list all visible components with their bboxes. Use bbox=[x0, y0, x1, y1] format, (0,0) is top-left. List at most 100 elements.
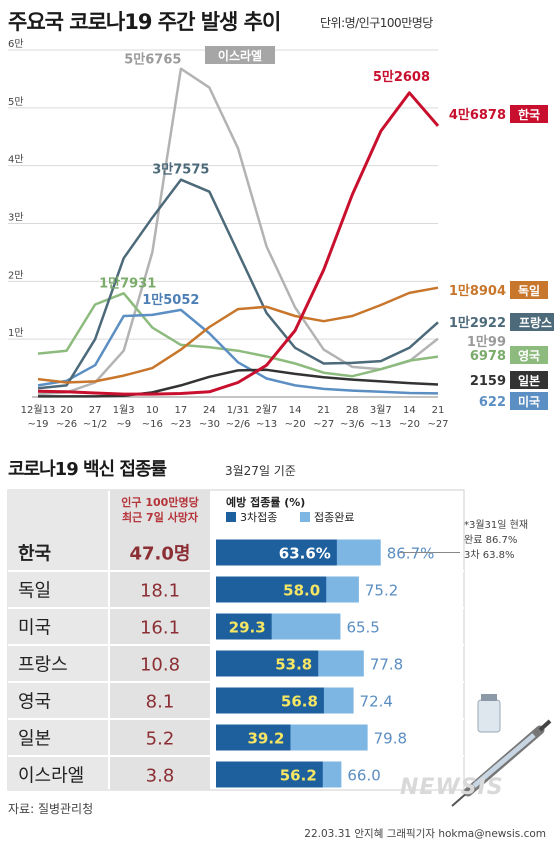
x-tick-label: 1/31 bbox=[227, 405, 249, 416]
needle-icon bbox=[451, 791, 469, 807]
peak-label: 5만2608 bbox=[373, 69, 430, 85]
booster-bar bbox=[216, 650, 319, 677]
country-label: 한국 bbox=[18, 544, 51, 565]
country-label: 프랑스 bbox=[18, 655, 68, 676]
country-label: 독일 bbox=[18, 581, 51, 602]
x-tick-label: 24 bbox=[203, 405, 216, 416]
x-tick-label: ~13 bbox=[256, 419, 277, 430]
complete-label: 77.8 bbox=[370, 656, 403, 674]
country-label: 영국 bbox=[18, 692, 51, 713]
legend-swatch bbox=[300, 512, 310, 522]
booster-label: 53.8 bbox=[275, 656, 312, 674]
booster-label: 29.3 bbox=[229, 619, 266, 637]
x-tick-label: 27 bbox=[89, 405, 102, 416]
series-tag-label: 영국 bbox=[518, 348, 540, 363]
country-label: 이스라엘 bbox=[18, 766, 84, 787]
death-value: 47.0명 bbox=[130, 544, 191, 565]
series-tag-label: 일본 bbox=[518, 374, 540, 388]
x-tick-label: 12월13 bbox=[21, 404, 56, 416]
peak-label: 5만6765 bbox=[124, 52, 181, 68]
x-tick-label: ~13 bbox=[370, 419, 391, 430]
end-value-label: 622 bbox=[479, 395, 506, 410]
x-tick-label: ~16 bbox=[142, 419, 163, 430]
series-tag-한국 bbox=[510, 105, 548, 123]
series-tag-label: 독일 bbox=[518, 284, 540, 298]
y-tick-label: 3만 bbox=[8, 212, 24, 224]
x-tick-label: 14 bbox=[289, 405, 302, 416]
series-tag-미국 bbox=[510, 392, 548, 410]
footnote: *3월31일 현재 완료 86.7% 3차 63.8% bbox=[464, 518, 528, 563]
legend-label: 접종완료 bbox=[314, 511, 354, 524]
death-header: 최근 7일 사망자 bbox=[122, 510, 199, 524]
chart-title: 주요국 코로나19 주간 발생 추이 bbox=[8, 10, 281, 34]
x-tick-label: ~3/6 bbox=[340, 419, 364, 430]
series-tag-영국 bbox=[510, 346, 548, 364]
source-text: 자료: 질병관리청 bbox=[8, 802, 94, 816]
x-tick-label: 1월3 bbox=[113, 404, 135, 416]
x-tick-label: 21 bbox=[317, 405, 330, 416]
death-value: 3.8 bbox=[146, 766, 175, 787]
unit-label: 단위:명/인구100만명당 bbox=[320, 16, 433, 30]
footnote-line: 3차 63.8% bbox=[464, 550, 515, 561]
y-tick-label: 6만 bbox=[8, 38, 24, 50]
end-value-label: 2159 bbox=[470, 374, 506, 389]
x-tick-label: 3월7 bbox=[370, 404, 392, 416]
death-header: 인구 100만명당 bbox=[121, 495, 198, 509]
x-tick-label: ~9 bbox=[116, 419, 131, 430]
x-tick-label: 10 bbox=[146, 405, 159, 416]
x-tick-label: ~19 bbox=[27, 419, 48, 430]
complete-label: 86.7% bbox=[387, 545, 435, 563]
series-tag-label: 프랑스 bbox=[519, 316, 552, 330]
footnote-line: 완료 86.7% bbox=[464, 535, 518, 546]
series-line-이스라엘 bbox=[37, 67, 439, 396]
x-tick-label: ~2/6 bbox=[226, 419, 250, 430]
complete-label: 72.4 bbox=[360, 693, 393, 711]
end-value-label: 6978 bbox=[470, 349, 506, 364]
series-tag-일본 bbox=[510, 371, 548, 389]
vial-cap-icon bbox=[481, 694, 497, 701]
country-label: 미국 bbox=[18, 618, 51, 639]
booster-label: 63.6% bbox=[279, 545, 331, 563]
booster-label: 58.0 bbox=[283, 582, 320, 600]
legend-label: 3차접종 bbox=[240, 511, 277, 524]
series-tag-독일 bbox=[510, 281, 548, 299]
complete-label: 65.5 bbox=[346, 619, 379, 637]
x-tick-label: ~27 bbox=[313, 419, 334, 430]
death-value: 18.1 bbox=[140, 581, 180, 602]
y-tick-label: 5만 bbox=[8, 96, 24, 108]
series-tag-이스라엘 bbox=[205, 46, 275, 64]
booster-bar bbox=[216, 761, 323, 788]
x-tick-label: 2월7 bbox=[256, 404, 278, 416]
peak-label: 3만7575 bbox=[152, 162, 209, 178]
x-tick-label: ~30 bbox=[199, 419, 220, 430]
x-tick-label: ~27 bbox=[427, 419, 448, 430]
booster-label: 56.8 bbox=[281, 693, 318, 711]
complete-label: 79.8 bbox=[374, 730, 407, 748]
vaccine-title: 코로나19 백신 접종률 bbox=[8, 459, 167, 480]
end-value-label: 1만99 bbox=[467, 334, 506, 350]
x-tick-label: ~26 bbox=[56, 419, 77, 430]
peak-label: 1만7931 bbox=[99, 275, 156, 291]
x-tick-label: 17 bbox=[174, 405, 187, 416]
series-tag-label: 이스라엘 bbox=[218, 48, 262, 63]
series-line-영국 bbox=[37, 292, 439, 378]
y-tick-label: 2만 bbox=[8, 269, 24, 281]
death-value: 16.1 bbox=[140, 618, 180, 639]
x-tick-label: 21 bbox=[432, 405, 445, 416]
booster-bar bbox=[216, 613, 272, 640]
complete-label: 66.0 bbox=[347, 767, 380, 785]
booster-label: 39.2 bbox=[247, 730, 284, 748]
x-tick-label: ~20 bbox=[285, 419, 306, 430]
series-tag-label: 미국 bbox=[518, 394, 540, 409]
x-tick-label: 20 bbox=[60, 405, 73, 416]
death-value: 8.1 bbox=[146, 692, 175, 713]
booster-label: 56.2 bbox=[280, 767, 317, 785]
syringe-barrel-icon bbox=[472, 733, 536, 788]
death-value: 5.2 bbox=[146, 729, 175, 750]
footnote-line: *3월31일 현재 bbox=[464, 520, 529, 531]
series-line-독일 bbox=[37, 286, 439, 384]
series-tag-프랑스 bbox=[510, 313, 554, 331]
vaccine-date: 3월27일 기준 bbox=[225, 464, 296, 478]
complete-label: 75.2 bbox=[365, 582, 398, 600]
